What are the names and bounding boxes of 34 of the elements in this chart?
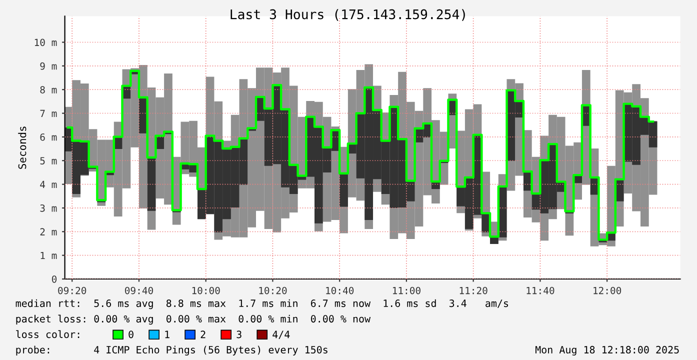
y-tick-label: 6 m <box>40 133 57 141</box>
x-tick-label: 09:40 <box>124 286 153 294</box>
chart-title: Last 3 Hours (175.143.159.254) <box>230 9 465 21</box>
x-tick-label: 12:00 <box>594 286 622 294</box>
legend-label: 4/4 <box>272 330 290 339</box>
text: median rtt: 5.6 ms avg 8.8 ms max 1.7 ms min 6.7 ms now 1.6 ms sd 3.4 am/s <box>16 299 508 310</box>
x-tick-label: 11:00 <box>392 286 420 294</box>
text: probe: 4 ICMP Echo Pings (56 Bytes) every 150s <box>16 346 328 356</box>
y-tick-label: 4 m <box>40 180 57 188</box>
legend-label: 1 <box>165 330 170 338</box>
legend-title: loss color: <box>16 330 80 338</box>
y-tick-label: 9 m <box>40 62 57 70</box>
y-tick-label: 5 m <box>40 157 57 164</box>
y-tick-label: 1 m <box>40 252 57 260</box>
y-tick-label: 3 m <box>40 204 57 212</box>
x-tick-label: 10:00 <box>192 286 220 294</box>
bar <box>340 173 348 207</box>
y-tick-label: 8 m <box>40 86 57 94</box>
y-tick-label: 2 m <box>40 228 57 236</box>
legend-label: 2 <box>200 330 206 338</box>
x-tick-label: 11:20 <box>460 286 488 294</box>
text: Mon Aug 18 12:18:00 2025 <box>536 346 679 356</box>
bar <box>147 158 156 211</box>
x-tick-label: 11:40 <box>526 286 554 294</box>
legend-label: 3 <box>236 330 242 338</box>
x-tick-label: 10:20 <box>259 286 287 294</box>
x-tick-label: 09:20 <box>58 286 86 294</box>
y-tick-label: 7 m <box>40 110 57 117</box>
y-tick-label: 0 <box>52 276 57 283</box>
y-axis-title: Seconds <box>18 126 26 169</box>
legend-label: 0 <box>128 330 134 338</box>
y-tick-label: 10 m <box>34 38 57 46</box>
x-tick-label: 10:40 <box>326 286 354 294</box>
text: packet loss: 0.00 % avg 0.00 % max 0.00 % min 0.00 % now <box>16 314 371 325</box>
